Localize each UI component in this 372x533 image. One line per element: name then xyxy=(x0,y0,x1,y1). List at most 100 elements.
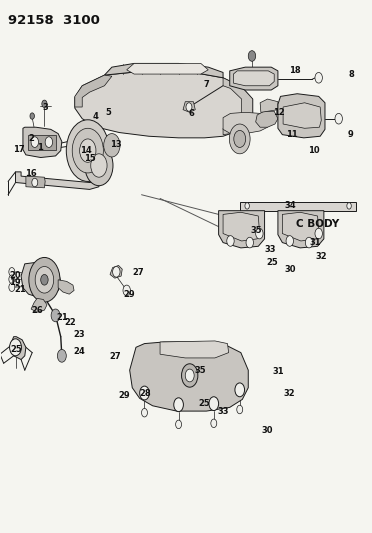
Text: 25: 25 xyxy=(198,399,210,408)
Text: 11: 11 xyxy=(286,130,298,139)
Circle shape xyxy=(41,274,48,285)
Circle shape xyxy=(227,236,234,246)
Text: 16: 16 xyxy=(25,169,37,178)
Text: 3: 3 xyxy=(42,102,48,111)
Text: 10: 10 xyxy=(308,146,320,155)
Circle shape xyxy=(176,420,182,429)
Text: 35: 35 xyxy=(251,226,262,235)
Text: 30: 30 xyxy=(262,426,273,435)
Text: 2: 2 xyxy=(28,134,34,143)
Circle shape xyxy=(57,350,66,362)
Text: 92158  3100: 92158 3100 xyxy=(8,14,100,27)
Text: 31: 31 xyxy=(272,367,284,376)
Circle shape xyxy=(91,154,107,177)
Text: 22: 22 xyxy=(64,318,76,327)
Text: 1: 1 xyxy=(37,143,42,152)
Text: 5: 5 xyxy=(105,108,111,117)
Circle shape xyxy=(85,146,113,185)
Circle shape xyxy=(174,398,183,411)
Polygon shape xyxy=(282,212,319,241)
Circle shape xyxy=(211,419,217,427)
Text: 23: 23 xyxy=(73,330,85,339)
Circle shape xyxy=(248,51,256,61)
Text: 33: 33 xyxy=(265,245,276,254)
Circle shape xyxy=(185,369,194,382)
Polygon shape xyxy=(58,280,74,294)
Circle shape xyxy=(245,203,249,209)
Text: 24: 24 xyxy=(73,347,85,356)
Circle shape xyxy=(235,383,244,397)
Circle shape xyxy=(30,113,35,119)
Text: 21: 21 xyxy=(56,312,68,321)
Circle shape xyxy=(140,386,149,400)
Circle shape xyxy=(141,408,147,417)
Text: 31: 31 xyxy=(310,238,321,247)
Text: 14: 14 xyxy=(80,146,92,155)
Polygon shape xyxy=(23,127,62,158)
Circle shape xyxy=(80,139,96,163)
Text: 17: 17 xyxy=(13,145,24,154)
Text: 35: 35 xyxy=(194,366,206,375)
Polygon shape xyxy=(223,212,259,241)
Text: C BODY: C BODY xyxy=(296,219,339,229)
Text: 8: 8 xyxy=(348,70,354,78)
Circle shape xyxy=(256,228,263,239)
Polygon shape xyxy=(223,112,267,134)
Text: 33: 33 xyxy=(217,407,229,416)
Circle shape xyxy=(209,397,219,410)
Polygon shape xyxy=(75,75,112,107)
Polygon shape xyxy=(160,341,229,358)
Polygon shape xyxy=(283,103,321,128)
Circle shape xyxy=(9,268,15,276)
Polygon shape xyxy=(260,99,278,112)
Polygon shape xyxy=(183,102,195,112)
Text: 32: 32 xyxy=(283,389,295,398)
Polygon shape xyxy=(127,63,208,74)
Circle shape xyxy=(234,131,246,148)
Polygon shape xyxy=(26,176,45,188)
Text: 29: 29 xyxy=(124,289,135,298)
Circle shape xyxy=(29,257,60,302)
Circle shape xyxy=(186,103,192,111)
Polygon shape xyxy=(234,71,274,86)
Circle shape xyxy=(113,266,120,277)
Text: 32: 32 xyxy=(315,253,327,261)
Text: 26: 26 xyxy=(31,305,43,314)
Text: 25: 25 xyxy=(10,345,22,354)
Polygon shape xyxy=(223,78,253,135)
Polygon shape xyxy=(16,172,99,189)
Circle shape xyxy=(31,137,38,148)
Circle shape xyxy=(315,228,323,239)
Circle shape xyxy=(51,309,60,322)
Circle shape xyxy=(104,134,120,157)
Circle shape xyxy=(230,124,250,154)
Circle shape xyxy=(182,364,198,387)
Text: 34: 34 xyxy=(285,201,296,210)
Polygon shape xyxy=(240,201,356,211)
Circle shape xyxy=(10,339,22,356)
Circle shape xyxy=(335,114,342,124)
Circle shape xyxy=(286,236,294,246)
Text: 9: 9 xyxy=(348,130,354,139)
Text: 19: 19 xyxy=(9,278,20,287)
Polygon shape xyxy=(105,63,223,78)
Text: 13: 13 xyxy=(110,140,121,149)
Circle shape xyxy=(72,128,103,173)
Polygon shape xyxy=(21,262,61,297)
Polygon shape xyxy=(278,211,324,248)
Text: 25: 25 xyxy=(266,258,278,266)
Text: 28: 28 xyxy=(140,389,151,398)
Circle shape xyxy=(123,285,131,296)
Polygon shape xyxy=(256,111,278,127)
Polygon shape xyxy=(75,70,253,138)
Circle shape xyxy=(237,405,243,414)
Polygon shape xyxy=(10,337,26,360)
Text: 27: 27 xyxy=(109,352,121,361)
Polygon shape xyxy=(29,135,55,150)
Text: 6: 6 xyxy=(189,109,195,118)
Circle shape xyxy=(305,237,313,248)
Circle shape xyxy=(347,203,351,209)
Circle shape xyxy=(9,275,15,284)
Circle shape xyxy=(315,72,323,83)
Polygon shape xyxy=(110,265,122,278)
